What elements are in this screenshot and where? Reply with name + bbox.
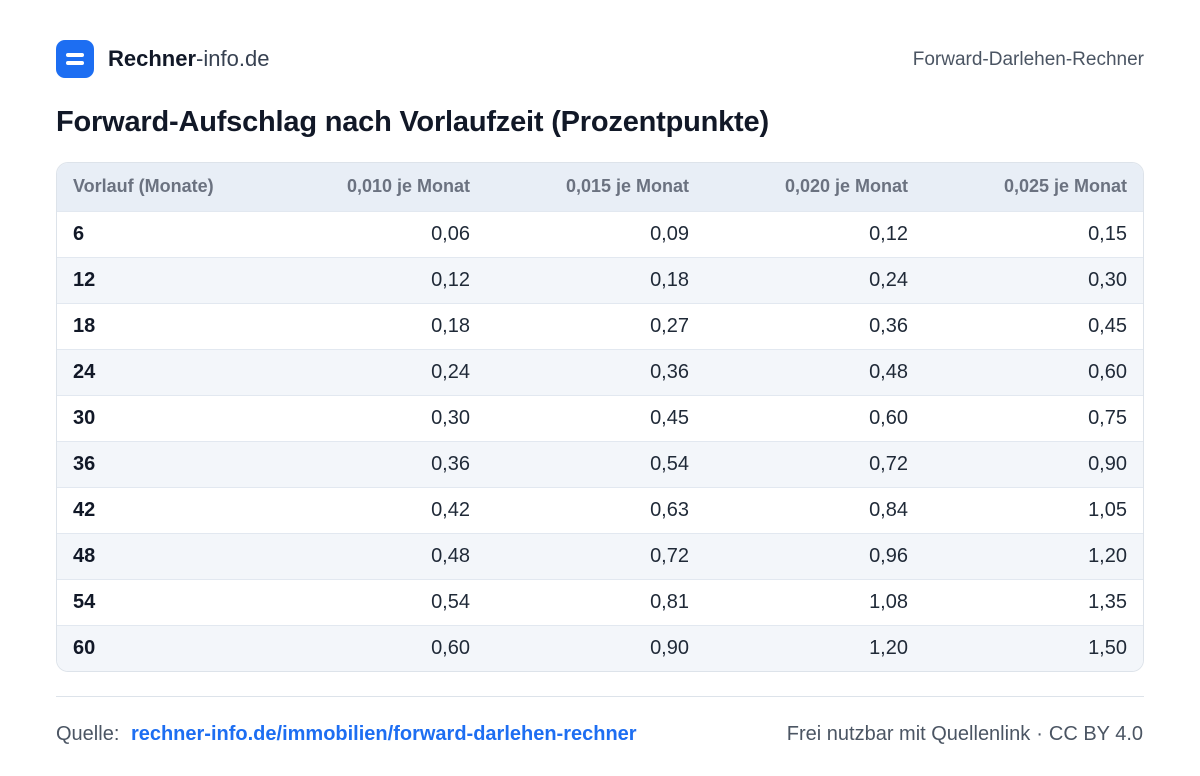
- value-cell: 0,84: [869, 498, 908, 521]
- tool-name: Forward-Darlehen-Rechner: [912, 49, 1144, 70]
- value-cell: 0,36: [650, 360, 689, 383]
- table-row: 30 0,30 0,45 0,60 0,75: [57, 395, 1143, 441]
- data-table: Vorlauf (Monate) 0,010 je Monat 0,015 je…: [56, 162, 1144, 672]
- value-cell: 0,60: [869, 406, 908, 429]
- brand-name-light: -info.de: [196, 46, 270, 71]
- value-cell: 0,24: [869, 268, 908, 291]
- value-cell: 0,30: [431, 406, 470, 429]
- row-label-cell: 12: [73, 268, 96, 291]
- value-cell: 0,36: [869, 314, 908, 337]
- value-cell: 0,42: [431, 498, 470, 521]
- value-cell: 0,30: [1088, 268, 1127, 291]
- source-label: Quelle:: [56, 723, 120, 745]
- row-label-cell: 54: [73, 590, 96, 613]
- column-header: 0,025 je Monat: [1003, 176, 1127, 197]
- brand-logo-text[interactable]: Rechner-info.de: [108, 47, 269, 71]
- value-cell: 0,06: [431, 222, 470, 245]
- value-cell: 0,45: [1088, 314, 1127, 337]
- value-cell: 0,72: [869, 452, 908, 475]
- logo-icon[interactable]: [56, 40, 94, 78]
- value-cell: 0,81: [650, 590, 689, 613]
- value-cell: 0,54: [650, 452, 689, 475]
- value-cell: 1,05: [1088, 498, 1127, 521]
- value-cell: 0,45: [650, 406, 689, 429]
- column-header: Vorlauf (Monate): [73, 176, 214, 197]
- value-cell: 0,72: [650, 544, 689, 567]
- table-row: 24 0,24 0,36 0,48 0,60: [57, 349, 1143, 395]
- table-row: 36 0,36 0,54 0,72 0,90: [57, 441, 1143, 487]
- footer-divider: [56, 696, 1144, 697]
- value-cell: 0,27: [650, 314, 689, 337]
- value-cell: 0,36: [431, 452, 470, 475]
- value-cell: 0,18: [650, 268, 689, 291]
- value-cell: 1,50: [1088, 636, 1127, 659]
- value-cell: 0,63: [650, 498, 689, 521]
- value-cell: 0,09: [650, 222, 689, 245]
- value-cell: 0,12: [431, 268, 470, 291]
- site-header: Rechner-info.de Forward-Darlehen-Rechner: [56, 40, 1144, 78]
- table-row: 12 0,12 0,18 0,24 0,30: [57, 257, 1143, 303]
- column-header: 0,015 je Monat: [565, 176, 689, 197]
- row-label-cell: 30: [73, 406, 96, 429]
- table-row: 18 0,18 0,27 0,36 0,45: [57, 303, 1143, 349]
- column-header: 0,010 je Monat: [346, 176, 470, 197]
- value-cell: 0,15: [1088, 222, 1127, 245]
- value-cell: 0,24: [431, 360, 470, 383]
- source-credit: Quelle: rechner-info.de/immobilien/forwa…: [56, 723, 637, 746]
- license-note: Frei nutzbar mit Quellenlink · CC BY 4.0: [787, 723, 1143, 746]
- row-label-cell: 6: [73, 222, 85, 245]
- row-label-cell: 60: [73, 636, 96, 659]
- table-row: 60 0,60 0,90 1,20 1,50: [57, 625, 1143, 671]
- value-cell: 0,48: [431, 544, 470, 567]
- table-row: 6 0,06 0,09 0,12 0,15: [57, 211, 1143, 257]
- row-label-cell: 36: [73, 452, 96, 475]
- value-cell: 0,12: [869, 222, 908, 245]
- value-cell: 1,20: [869, 636, 908, 659]
- license-text: Frei nutzbar mit Quellenlink: [786, 723, 1031, 745]
- page-title: Forward-Aufschlag nach Vorlaufzeit (Proz…: [56, 106, 769, 138]
- value-cell: 1,20: [1088, 544, 1127, 567]
- value-cell: 0,75: [1088, 406, 1127, 429]
- table-row: 42 0,42 0,63 0,84 1,05: [57, 487, 1143, 533]
- value-cell: 0,54: [431, 590, 470, 613]
- value-cell: 1,35: [1088, 590, 1127, 613]
- table-header-row: Vorlauf (Monate) 0,010 je Monat 0,015 je…: [57, 163, 1143, 211]
- row-label-cell: 24: [73, 360, 96, 383]
- value-cell: 1,08: [869, 590, 908, 613]
- row-label-cell: 48: [73, 544, 96, 567]
- value-cell: 0,18: [431, 314, 470, 337]
- value-cell: 0,48: [869, 360, 908, 383]
- value-cell: 0,60: [1088, 360, 1127, 383]
- brand-name-strong: Rechner: [108, 46, 197, 71]
- column-header: 0,020 je Monat: [784, 176, 908, 197]
- license-name[interactable]: CC BY 4.0: [1048, 723, 1143, 745]
- table-row: 54 0,54 0,81 1,08 1,35: [57, 579, 1143, 625]
- value-cell: 0,90: [1088, 452, 1127, 475]
- value-cell: 0,96: [869, 544, 908, 567]
- separator: ·: [1036, 723, 1043, 745]
- value-cell: 0,60: [431, 636, 470, 659]
- row-label-cell: 18: [73, 314, 96, 337]
- value-cell: 0,90: [650, 636, 689, 659]
- source-link[interactable]: rechner-info.de/immobilien/forward-darle…: [130, 723, 637, 745]
- row-label-cell: 42: [73, 498, 96, 521]
- table-row: 48 0,48 0,72 0,96 1,20: [57, 533, 1143, 579]
